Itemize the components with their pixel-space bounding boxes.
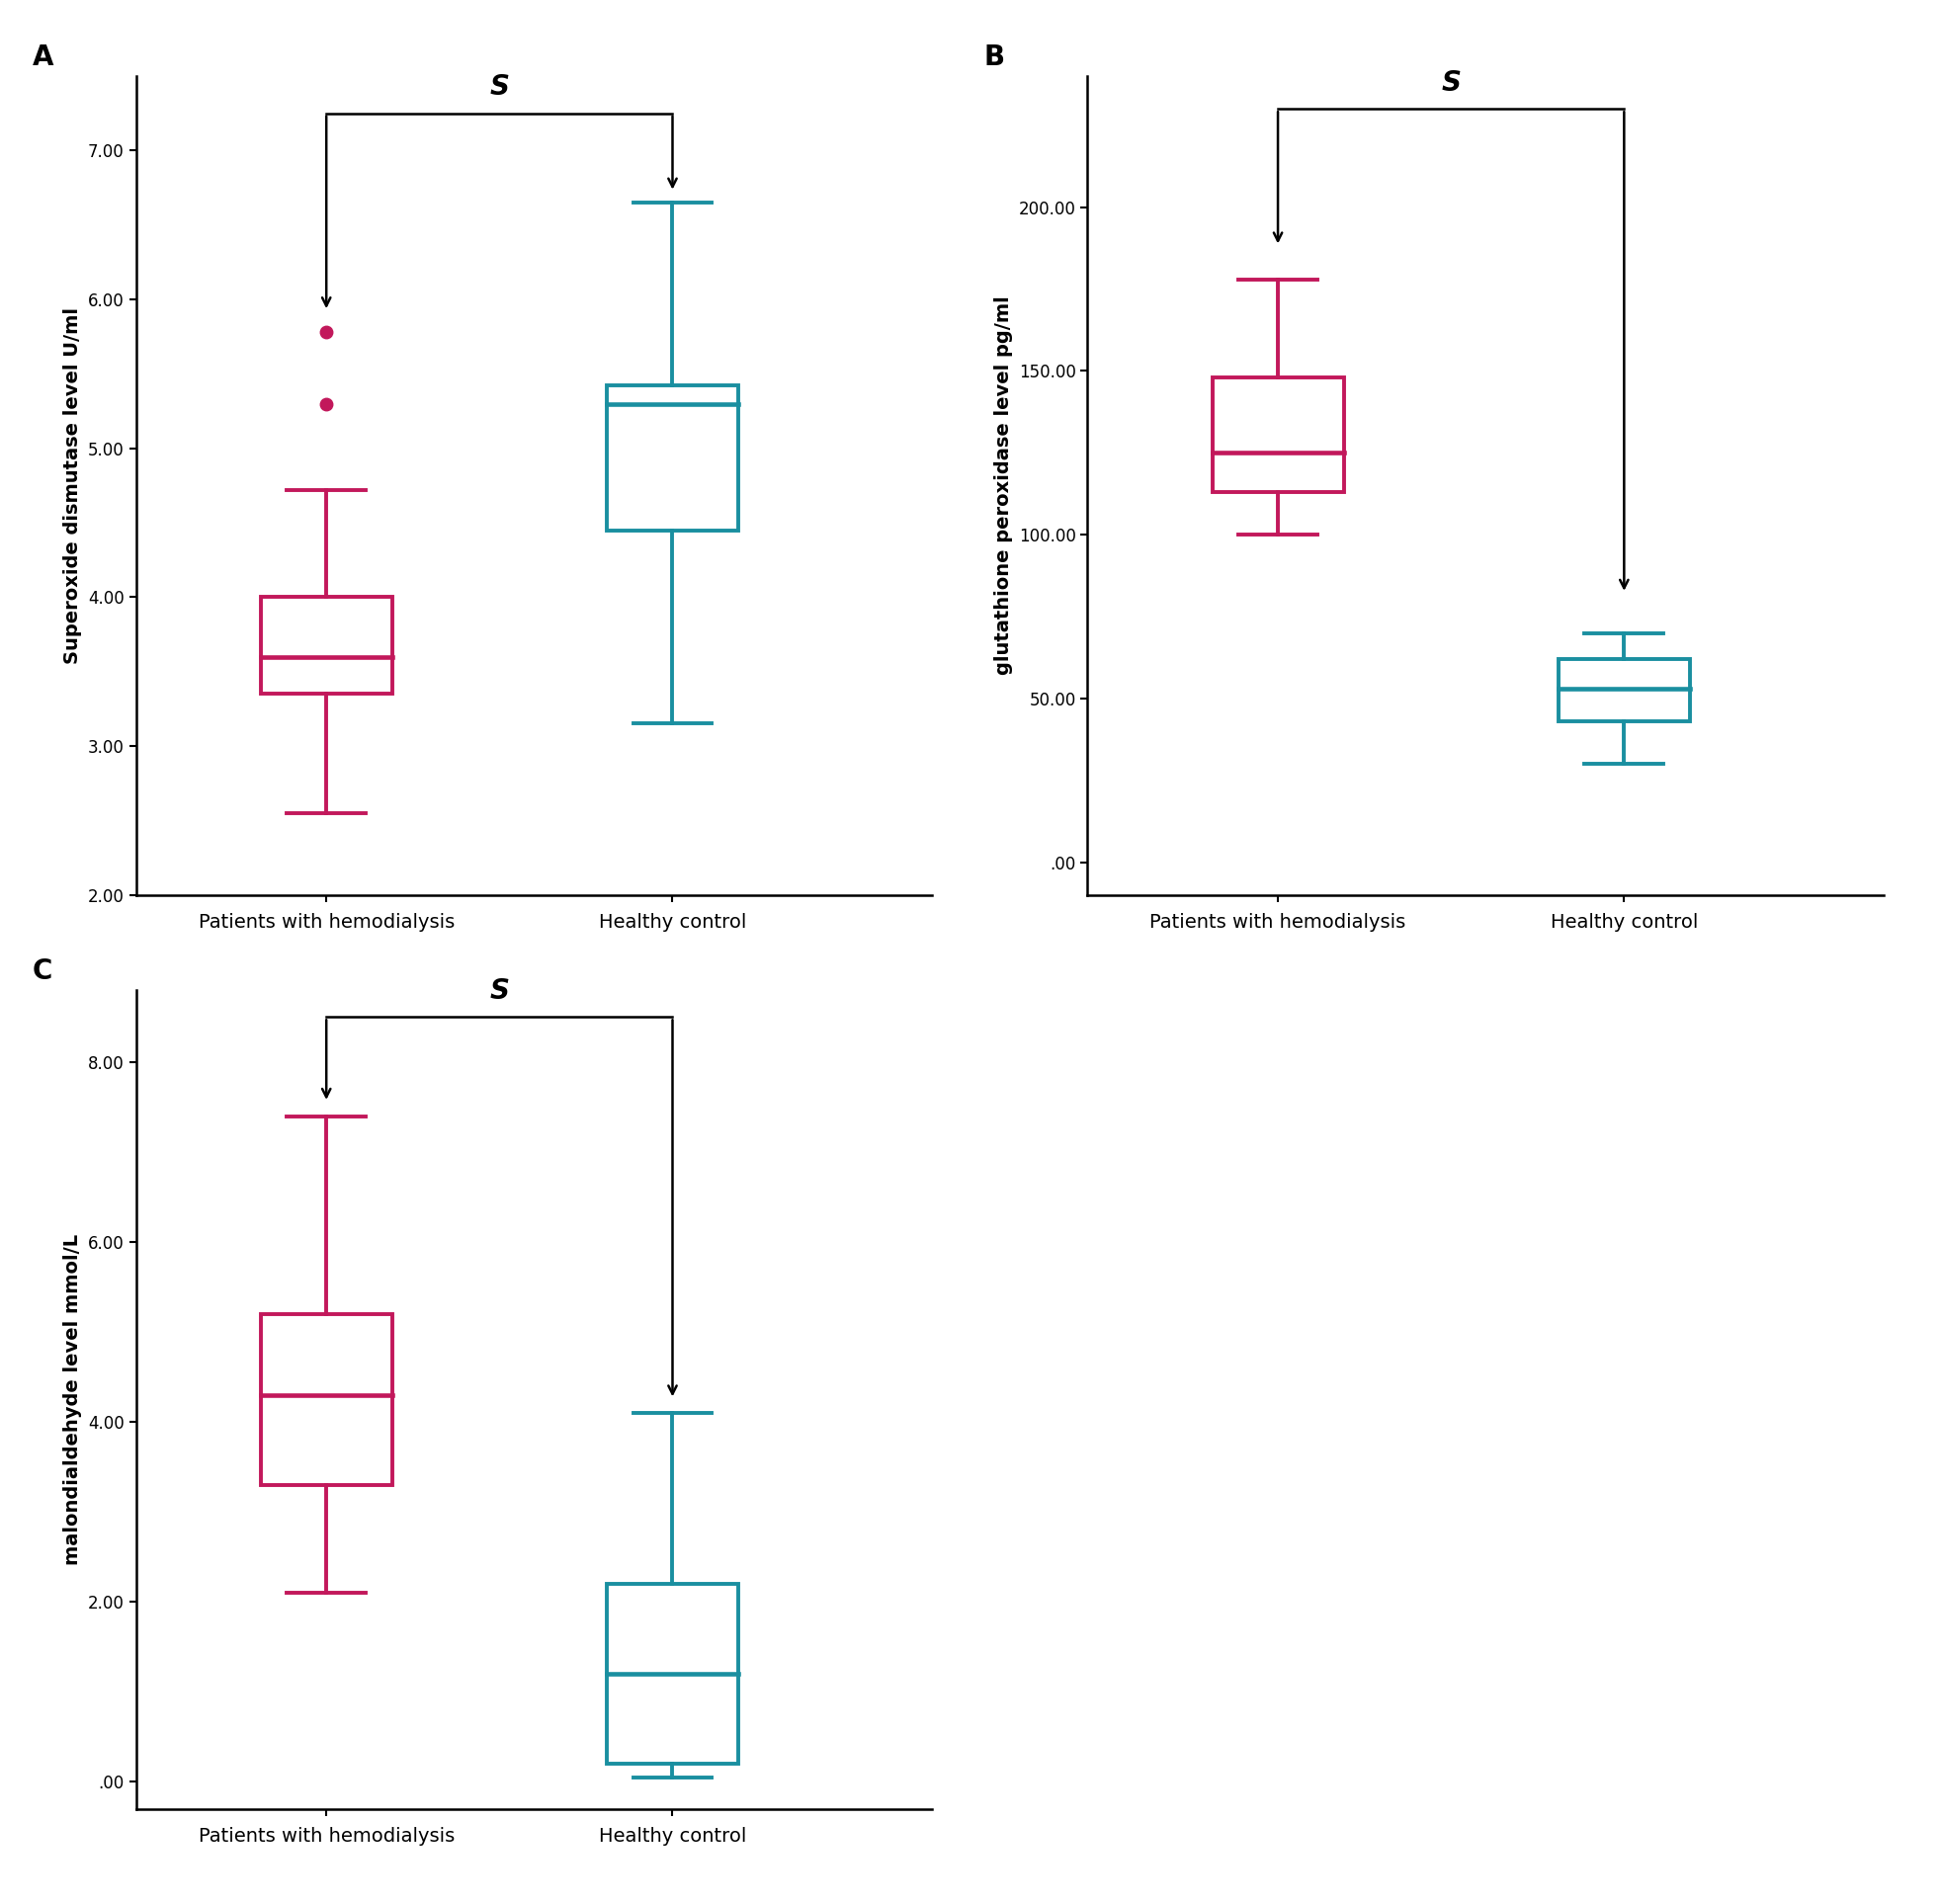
Bar — [1211, 377, 1343, 491]
Bar — [606, 1584, 738, 1763]
Y-axis label: malondialdehyde level mmol/L: malondialdehyde level mmol/L — [64, 1234, 82, 1565]
Text: C: C — [33, 958, 52, 984]
Bar — [1557, 659, 1689, 722]
Bar — [260, 1314, 392, 1485]
Text: S: S — [489, 74, 509, 101]
Y-axis label: Superoxide dismutase level U/ml: Superoxide dismutase level U/ml — [64, 307, 82, 664]
Y-axis label: glutathione peroxidase level pg/ml: glutathione peroxidase level pg/ml — [994, 295, 1013, 676]
Bar — [260, 598, 392, 693]
Text: B: B — [984, 44, 1003, 70]
Text: A: A — [33, 44, 54, 70]
Bar — [606, 387, 738, 529]
Text: S: S — [1440, 69, 1460, 97]
Text: S: S — [489, 977, 509, 1005]
